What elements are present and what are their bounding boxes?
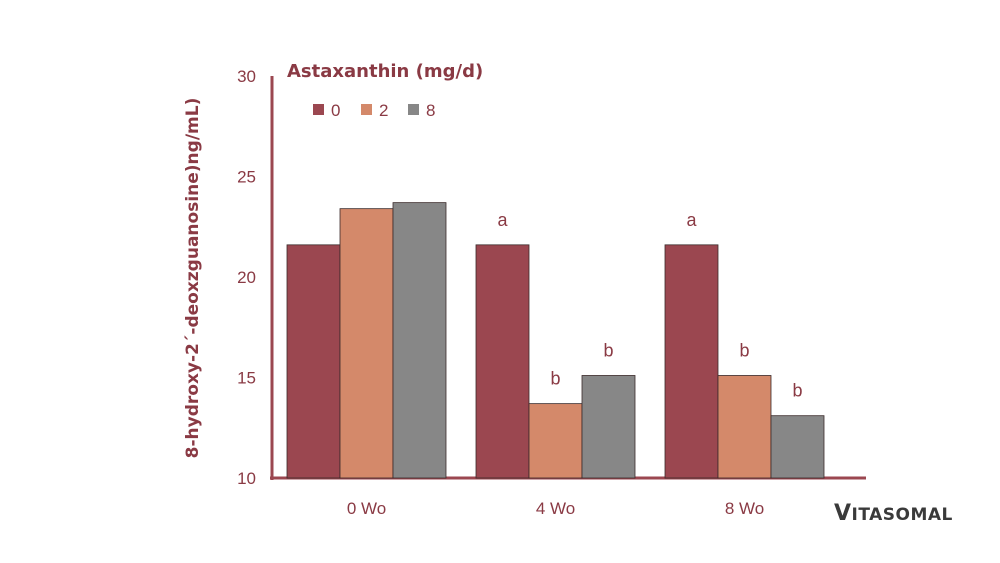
x-tick-label: 8 Wo [725,499,764,518]
bar [392,202,447,479]
y-tick-label: 15 [237,369,256,388]
bar [664,244,719,479]
bar [286,244,341,479]
significance-label: a [686,210,697,230]
bar [339,208,394,479]
bar [528,403,583,479]
significance-label: b [792,381,802,401]
logo-initial: V [834,501,852,526]
chart-bars [286,202,825,479]
legend-swatch [408,104,419,115]
chart-legend: Astaxanthin (mg/d) 0 2 8 [287,61,483,120]
y-tick-label: 25 [237,168,256,187]
logo-rest: ITASOMAL [851,505,953,525]
bar [770,415,825,479]
x-tick-label: 0 Wo [347,499,386,518]
vitasomal-logo: VITASOMAL [834,503,953,525]
legend-swatch [361,104,372,115]
x-tick-label: 4 Wo [536,499,575,518]
chart-labels: 0 Wo a b b 4 Wo a b b 8 Wo [347,210,803,518]
bar [717,375,772,479]
significance-label: b [739,340,749,360]
bar [581,375,636,479]
significance-label: a [497,210,508,230]
bar [475,244,530,479]
y-tick-label: 10 [237,469,256,488]
legend-label: 8 [426,101,435,120]
legend-title: Astaxanthin (mg/d) [287,61,483,82]
y-tick-label: 30 [237,67,256,86]
legend-label: 0 [331,101,340,120]
legend-swatch [313,104,324,115]
significance-label: b [603,340,613,360]
legend-label: 2 [379,101,388,120]
y-axis-label: 8-hydroxy-2´-deoxzguanosine)ng/mL) [183,98,203,459]
y-tick-label: 20 [237,268,256,287]
significance-label: b [550,369,560,389]
